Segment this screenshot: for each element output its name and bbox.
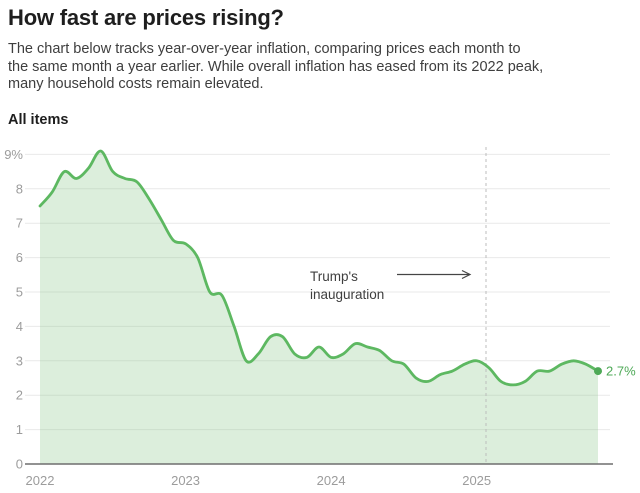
y-axis-tick-label: 5 <box>16 285 23 300</box>
y-axis-tick-label: 6 <box>16 250 23 265</box>
annotation-arrow-icon <box>397 269 472 280</box>
x-axis-tick-label: 2022 <box>26 473 55 488</box>
y-axis-tick-label: 3 <box>16 353 23 368</box>
inflation-line <box>38 149 600 387</box>
y-axis-tick-label: 4 <box>16 319 23 334</box>
x-axis-tick-label: 2023 <box>171 473 200 488</box>
y-axis-labels: 0 1 2 3 4 5 6 7 8 9% <box>4 147 23 472</box>
y-axis-tick-label: 1 <box>16 422 23 437</box>
y-axis-tick-label: 0 <box>16 457 23 472</box>
inflation-chart: 0 1 2 3 4 5 6 7 8 9% 2022 2023 2024 2025 Trump's ina… <box>4 147 636 488</box>
y-axis-tick-label: 2 <box>16 388 23 403</box>
x-axis-tick-label: 2025 <box>462 473 491 488</box>
latest-value-dot <box>594 367 602 376</box>
chart-description: The chart below tracks year-over-year in… <box>8 41 636 94</box>
latest-value-label: 2.7% <box>606 364 636 379</box>
x-axis-tick-label: 2024 <box>317 473 346 488</box>
chart-description-line-1: The chart below tracks year-over-year in… <box>8 41 521 57</box>
inflation-area <box>40 150 598 464</box>
y-axis-tick-label: 7 <box>16 216 23 231</box>
page-title: How fast are prices rising? <box>8 5 284 30</box>
annotation-line-1: Trump's <box>310 269 358 284</box>
gridlines <box>25 153 610 431</box>
event-annotation: Trump's inauguration <box>310 269 472 302</box>
annotation-line-2: inauguration <box>310 287 384 302</box>
y-axis-tick-label: 9% <box>4 147 23 162</box>
chart-description-line-3: many household costs remain elevated. <box>8 76 264 93</box>
series-label: All items <box>8 112 69 128</box>
chart-description-line-2: the same month a year earlier. While ove… <box>8 58 544 75</box>
x-axis-labels: 2022 2023 2024 2025 <box>26 473 492 488</box>
y-axis-tick-label: 8 <box>16 181 23 196</box>
